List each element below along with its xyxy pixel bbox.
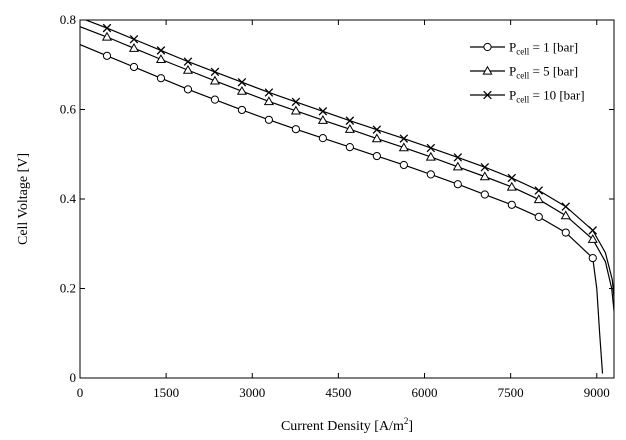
- x-tick-label: 3000: [239, 385, 265, 400]
- y-axis-ticks: 0 0.2 0.4 0.6 0.8: [60, 12, 614, 385]
- series-2-point: [182, 64, 194, 74]
- series-2-point: [155, 54, 167, 64]
- x-tick-label: 4500: [325, 385, 351, 400]
- series-1-point: [426, 170, 435, 179]
- legend-marker: [483, 42, 492, 52]
- series-1-point: [507, 200, 516, 209]
- y-tick-label: 0.8: [60, 12, 76, 27]
- legend-marker: [483, 90, 492, 100]
- series-3-point: [399, 134, 409, 143]
- series-1-point: [345, 142, 354, 152]
- series-1-point: [210, 95, 220, 104]
- series-3-point: [588, 226, 598, 235]
- y-tick-label: 0.6: [60, 102, 77, 117]
- series-markers: [101, 23, 598, 263]
- y-tick-label: 0: [70, 370, 77, 385]
- x-tick-label: 7500: [498, 385, 524, 400]
- series-2-point: [371, 133, 382, 143]
- x-tick-label: 0: [77, 385, 84, 400]
- series-3-point: [237, 77, 247, 87]
- x-tick-label: 1500: [153, 385, 179, 400]
- series-1-point: [237, 105, 247, 115]
- series-2-point: [533, 194, 544, 204]
- series-3-point: [156, 46, 166, 55]
- series-3-point: [507, 173, 517, 183]
- series-1-point: [318, 134, 327, 143]
- series-2-point: [587, 234, 598, 243]
- series-3-point: [129, 34, 139, 44]
- series-2-point: [101, 31, 113, 41]
- legend-label: Pcell = 10 [bar]: [509, 88, 585, 105]
- series-1-point: [156, 74, 166, 83]
- series-2-point: [317, 115, 328, 124]
- y-axis-title: Cell Voltage [V]: [16, 153, 31, 245]
- x-tick-label: 9000: [584, 385, 610, 400]
- series-3-point: [102, 23, 112, 33]
- series-3-point: [291, 97, 301, 107]
- series-3-point: [210, 67, 220, 77]
- series-2-point: [398, 142, 409, 152]
- series-1-point: [588, 253, 597, 263]
- legend: Pcell = 1 [bar] Pcell = 5 [bar] Pcell = 10…: [470, 40, 585, 105]
- x-axis-title: Current Density [A/m2]: [281, 416, 413, 434]
- series-1-point: [102, 51, 112, 60]
- legend-marker: [482, 65, 493, 75]
- series-2-point: [506, 181, 517, 191]
- y-tick-label: 0.4: [60, 191, 77, 206]
- series-1-point: [264, 115, 274, 124]
- series-1-point: [480, 190, 489, 199]
- series-1-point: [372, 151, 381, 161]
- series-3-point: [426, 143, 436, 153]
- series-3-point: [480, 162, 490, 172]
- series-1-point: [534, 212, 543, 221]
- series-3-point: [345, 116, 355, 125]
- series-3-point: [453, 153, 463, 162]
- series-2-point: [128, 42, 140, 52]
- y-tick-label: 0.2: [60, 281, 76, 296]
- series-1-point: [291, 125, 300, 134]
- series-2-point: [236, 85, 247, 95]
- x-tick-label: 6000: [412, 385, 438, 400]
- series-2-point: [344, 123, 355, 133]
- series-3-point: [183, 57, 193, 66]
- series-2-point: [560, 210, 571, 220]
- series-1-point: [399, 160, 408, 170]
- series-3-point: [264, 88, 274, 97]
- x-axis-ticks: 0 1500 3000 4500 6000 7500 9000: [77, 20, 610, 400]
- series-3-point: [534, 186, 544, 195]
- series-2-point: [290, 105, 301, 115]
- series-2-point: [263, 96, 274, 106]
- series-3-point: [372, 125, 382, 134]
- series-2-point: [452, 161, 463, 171]
- legend-label: Pcell = 1 [bar]: [509, 40, 578, 57]
- series-1-point: [453, 180, 462, 189]
- series-3-point: [561, 202, 571, 211]
- series-1-point: [183, 85, 193, 94]
- series-2-point: [209, 75, 220, 85]
- series-1-point: [129, 62, 139, 72]
- series-2-point: [425, 151, 436, 161]
- series-2-point: [479, 171, 490, 181]
- series-1-point: [561, 228, 570, 237]
- legend-label: Pcell = 5 [bar]: [509, 64, 578, 81]
- series-3-point: [318, 107, 328, 116]
